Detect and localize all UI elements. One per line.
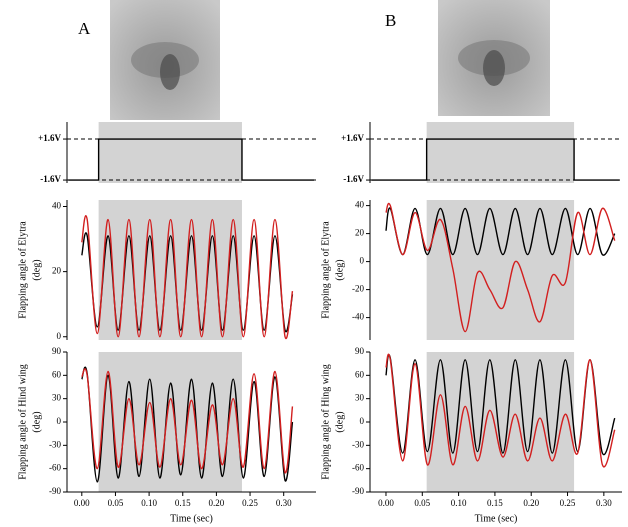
y-tick-label: 30 — [355, 393, 365, 403]
data-line — [81, 215, 294, 340]
stimulus-shade — [426, 122, 575, 183]
y-axis-label: (deg) — [31, 411, 42, 432]
x-tick-label: 0.25 — [560, 498, 576, 508]
y-tick-label: 0 — [57, 331, 62, 341]
y-tick-label: +1.6V — [341, 133, 364, 143]
y-tick-label: 20 — [355, 228, 365, 238]
x-axis-label: Time (sec) — [475, 513, 518, 524]
x-tick-label: 0.30 — [276, 498, 292, 508]
data-line — [385, 202, 616, 333]
y-tick-label: 60 — [355, 369, 365, 379]
data-line — [385, 353, 616, 468]
y-axis-label: (deg) — [334, 411, 345, 432]
x-tick-label: 0.05 — [108, 498, 124, 508]
data-line — [81, 368, 294, 474]
x-tick-label: 0.30 — [596, 498, 612, 508]
y-tick-label: -1.6V — [40, 174, 61, 184]
x-tick-label: 0.00 — [74, 498, 90, 508]
y-tick-label: 0 — [57, 416, 62, 426]
y-tick-label: 20 — [52, 266, 62, 276]
data-line — [371, 138, 620, 181]
data-line — [385, 207, 616, 256]
y-tick-label: 30 — [52, 393, 62, 403]
y-axis-label: Flapping angle of Elytra — [17, 221, 28, 319]
y-axis-label: Flapping angle of Hing wing — [320, 364, 331, 480]
y-tick-label: -30 — [49, 439, 61, 449]
y-tick-label: +1.6V — [38, 133, 61, 143]
stimulus-shade — [426, 352, 575, 492]
y-tick-label: 40 — [52, 201, 62, 211]
y-tick-label: 40 — [355, 200, 365, 210]
y-axis-label: (deg) — [334, 259, 345, 280]
y-tick-label: -60 — [352, 463, 364, 473]
stimulus-shade — [98, 352, 242, 492]
x-tick-label: 0.20 — [523, 498, 539, 508]
x-tick-label: 0.25 — [242, 498, 258, 508]
y-tick-label: -90 — [352, 486, 364, 496]
x-tick-label: 0.20 — [209, 498, 225, 508]
x-tick-label: 0.15 — [487, 498, 503, 508]
y-axis-label: Flapping angle of Hind wing — [17, 364, 28, 480]
x-tick-label: 0.10 — [451, 498, 467, 508]
y-tick-label: -30 — [352, 439, 364, 449]
x-tick-label: 0.10 — [141, 498, 157, 508]
x-axis-label: Time (sec) — [170, 513, 213, 524]
stimulus-shade — [98, 122, 242, 183]
x-tick-label: 0.00 — [378, 498, 394, 508]
y-tick-label: 60 — [52, 369, 62, 379]
y-tick-label: 0 — [360, 256, 365, 266]
y-axis-label: Flapping angle of Elytra — [320, 221, 331, 319]
photo-a — [110, 0, 220, 120]
data-line — [68, 138, 314, 181]
y-tick-label: -40 — [352, 312, 364, 322]
y-tick-label: 90 — [355, 346, 365, 356]
y-tick-label: -60 — [49, 463, 61, 473]
y-tick-label: 90 — [52, 346, 62, 356]
panel-label: A — [78, 19, 91, 38]
photo-b — [438, 0, 550, 116]
panel-label: B — [385, 11, 396, 30]
stimulus-shade — [426, 200, 575, 340]
y-axis-label: (deg) — [31, 259, 42, 280]
y-tick-label: -1.6V — [343, 174, 364, 184]
x-tick-label: 0.15 — [175, 498, 191, 508]
y-tick-label: -20 — [352, 284, 364, 294]
x-tick-label: 0.05 — [414, 498, 430, 508]
y-tick-label: 0 — [360, 416, 365, 426]
y-tick-label: -90 — [49, 486, 61, 496]
stimulus-shade — [98, 200, 242, 340]
